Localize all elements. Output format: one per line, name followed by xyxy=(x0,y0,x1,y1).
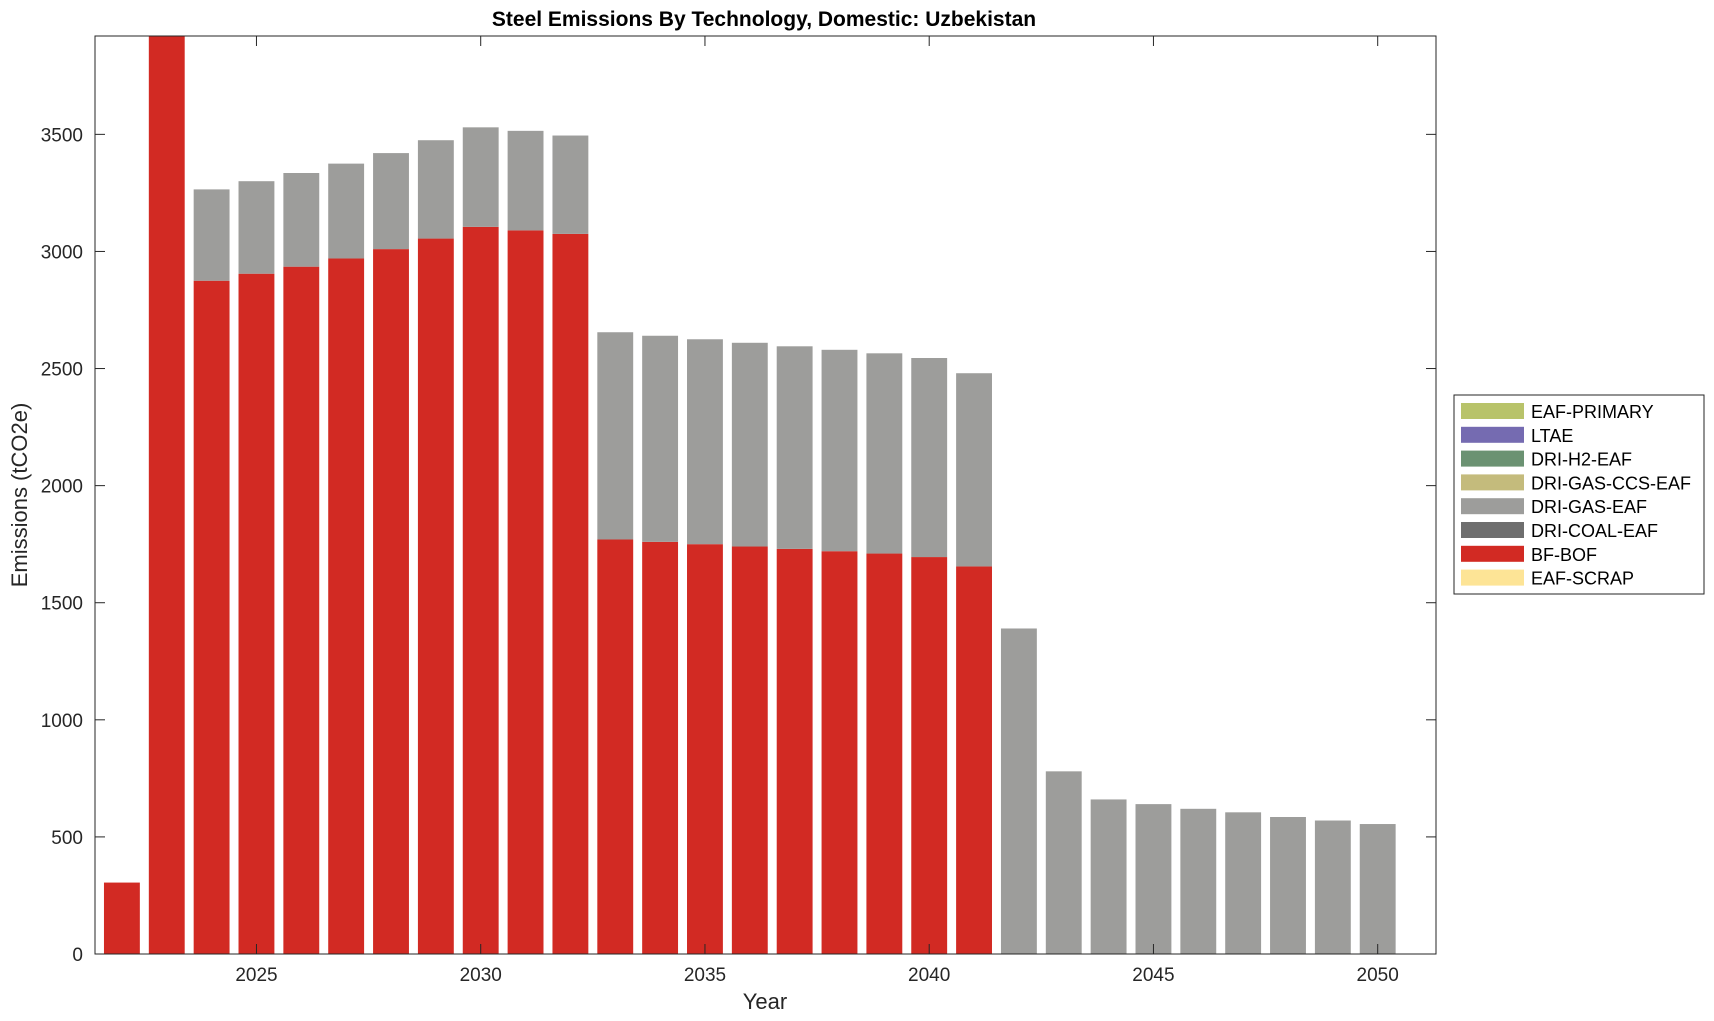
bar-bf-bof-2026 xyxy=(283,266,320,955)
bar-dri-gas-eaf-2042 xyxy=(1000,628,1037,954)
bar-bf-bof-2034 xyxy=(642,541,679,954)
y-axis-label: Emissions (tCO2e) xyxy=(7,403,32,588)
chart-title: Steel Emissions By Technology, Domestic:… xyxy=(492,8,1036,31)
legend-swatch-eaf-primary xyxy=(1461,403,1524,419)
legend-label-dri-coal-eaf: DRI-COAL-EAF xyxy=(1531,521,1658,541)
legend-items: EAF-PRIMARY LTAE DRI-H2-EAF DRI-GAS-CCS-EAF… xyxy=(1461,402,1691,589)
bar-bf-bof-2029 xyxy=(417,238,454,955)
bar-dri-gas-eaf-2029 xyxy=(417,140,454,239)
legend-swatch-dri-coal-eaf xyxy=(1461,522,1524,538)
bar-dri-gas-eaf-2048 xyxy=(1270,817,1306,954)
y-tick-label: 0 xyxy=(72,945,83,966)
bar-dri-gas-eaf-2047 xyxy=(1225,812,1262,954)
legend-label-dri-gas-ccs-eaf: DRI-GAS-CCS-EAF xyxy=(1531,473,1691,493)
bar-dri-gas-eaf-2028 xyxy=(373,153,409,250)
bar-bf-bof-2030 xyxy=(462,226,499,955)
bars-layer xyxy=(103,36,1396,955)
bar-dri-gas-eaf-2046 xyxy=(1180,808,1217,954)
bar-bf-bof-2038 xyxy=(821,551,858,954)
bar-bf-bof-2040 xyxy=(911,557,948,954)
bar-dri-gas-eaf-2025 xyxy=(238,181,275,274)
bar-dri-gas-eaf-2037 xyxy=(776,346,813,549)
legend-swatch-dri-h2-eaf xyxy=(1461,450,1524,467)
bar-dri-gas-eaf-2031 xyxy=(507,130,544,231)
legend: EAF-PRIMARY LTAE DRI-H2-EAF DRI-GAS-CCS-EAF… xyxy=(1453,394,1705,595)
legend-label-dri-gas-eaf: DRI-GAS-EAF xyxy=(1531,497,1647,517)
bar-bf-bof-2039 xyxy=(866,553,903,954)
bar-bf-bof-2032 xyxy=(552,233,589,955)
x-tick-label: 2030 xyxy=(460,965,502,986)
bar-dri-gas-eaf-2039 xyxy=(866,353,903,554)
x-axis-label: Year xyxy=(743,989,787,1014)
legend-label-ltae: LTAE xyxy=(1531,426,1573,446)
bar-dri-gas-eaf-2041 xyxy=(956,373,992,567)
y-tick-label: 1000 xyxy=(41,711,83,732)
x-tick-label: 2040 xyxy=(908,965,950,986)
bar-dri-gas-eaf-2049 xyxy=(1314,820,1351,954)
legend-swatch-dri-gas-eaf xyxy=(1461,498,1524,515)
y-tick-label: 3500 xyxy=(41,125,83,146)
bar-bf-bof-2037 xyxy=(776,548,813,954)
bar-bf-bof-2041 xyxy=(956,566,992,954)
bar-dri-gas-eaf-2050 xyxy=(1359,824,1396,954)
x-tick-label: 2025 xyxy=(235,965,277,986)
legend-label-bf-bof: BF-BOF xyxy=(1531,545,1597,565)
plot-frame xyxy=(94,35,1437,955)
y-tick-label: 2000 xyxy=(41,477,83,498)
legend-swatch-bf-bof xyxy=(1461,545,1524,562)
bar-bf-bof-2035 xyxy=(687,544,723,954)
bar-dri-gas-eaf-2045 xyxy=(1135,804,1172,954)
y-tick-label: 500 xyxy=(51,828,83,849)
bar-bf-bof-2028 xyxy=(373,249,409,954)
legend-label-eaf-primary: EAF-PRIMARY xyxy=(1531,402,1654,422)
y-tick-label: 1500 xyxy=(41,594,83,615)
bar-dri-gas-eaf-2030 xyxy=(462,127,499,227)
x-tick-label: 2050 xyxy=(1357,965,1399,986)
y-tick-label: 2500 xyxy=(41,360,83,381)
bar-dri-gas-eaf-2044 xyxy=(1090,799,1127,954)
bar-dri-gas-eaf-2043 xyxy=(1045,771,1082,954)
bar-dri-gas-eaf-2040 xyxy=(911,358,948,558)
bar-bf-bof-2031 xyxy=(507,230,544,955)
bar-bf-bof-2022 xyxy=(103,882,140,954)
bar-dri-gas-eaf-2026 xyxy=(283,172,320,267)
x-tick-label: 2035 xyxy=(684,965,726,986)
bar-dri-gas-eaf-2036 xyxy=(731,342,768,547)
bar-bf-bof-2024 xyxy=(193,280,230,954)
bar-dri-gas-eaf-2038 xyxy=(821,349,858,552)
bar-dri-gas-eaf-2024 xyxy=(193,189,230,281)
bar-bf-bof-2027 xyxy=(328,258,365,954)
x-tick-label: 2045 xyxy=(1132,965,1174,986)
legend-label-dri-h2-eaf: DRI-H2-EAF xyxy=(1531,450,1632,470)
bar-dri-gas-eaf-2032 xyxy=(552,135,589,234)
legend-swatch-dri-gas-ccs-eaf xyxy=(1461,474,1524,491)
bar-bf-bof-2025 xyxy=(238,273,275,955)
bar-dri-gas-eaf-2035 xyxy=(687,339,723,545)
bar-dri-gas-eaf-2027 xyxy=(328,163,365,259)
legend-label-eaf-scrap: EAF-SCRAP xyxy=(1531,569,1634,589)
bar-bf-bof-2036 xyxy=(731,546,768,954)
bar-bf-bof-2023 xyxy=(148,36,185,954)
bar-dri-gas-eaf-2033 xyxy=(597,332,634,540)
legend-swatch-ltae xyxy=(1461,426,1524,443)
legend-swatch-eaf-scrap xyxy=(1461,569,1524,586)
ticks-layer: 2025 2030 2035 2040 2045 2050 0 500 1000 1500 2000… xyxy=(41,36,1436,986)
y-tick-label: 3000 xyxy=(41,242,83,263)
bar-bf-bof-2033 xyxy=(597,539,634,954)
bar-dri-gas-eaf-2034 xyxy=(642,335,679,542)
